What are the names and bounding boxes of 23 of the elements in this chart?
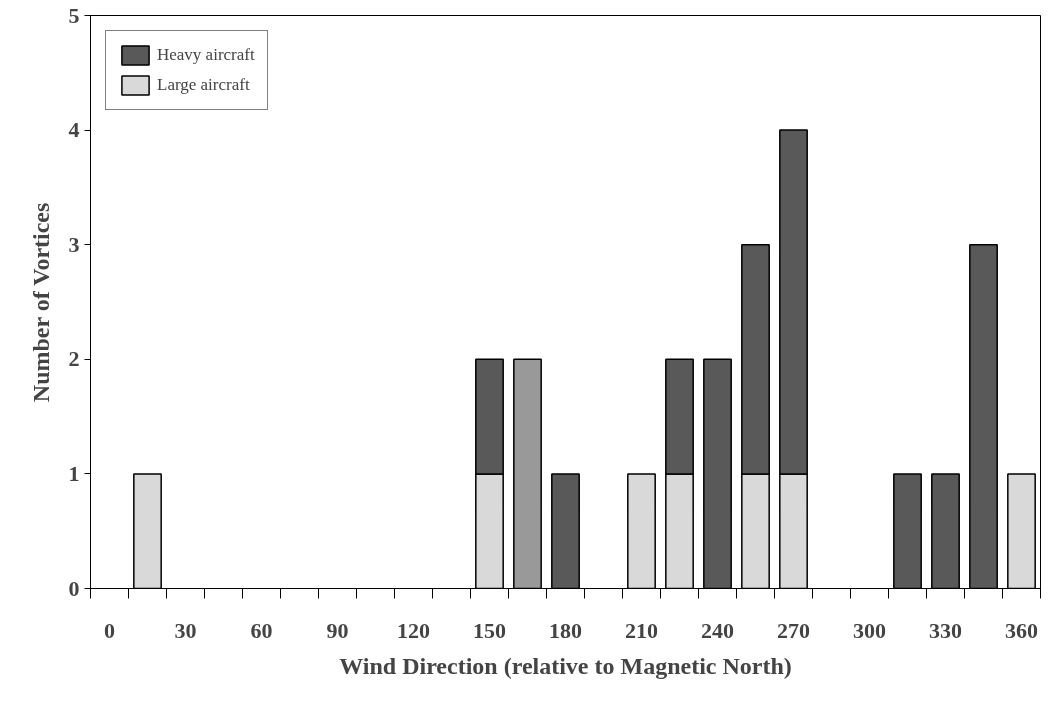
y-tick-label: 2 <box>68 346 80 372</box>
y-tick-label: 0 <box>68 575 80 601</box>
x-tick-label: 330 <box>929 617 962 643</box>
y-tick-label: 1 <box>68 460 80 486</box>
x-tick-label: 60 <box>250 617 273 643</box>
y-tick-label: 3 <box>68 231 80 257</box>
legend-label: Heavy aircraft <box>157 45 255 65</box>
x-tick-label: 30 <box>174 617 197 643</box>
x-tick-label: 0 <box>104 617 115 643</box>
x-tick-label: 120 <box>397 617 430 643</box>
x-tick-label: 90 <box>326 617 349 643</box>
x-tick-label: 300 <box>853 617 886 643</box>
x-tick-label: 180 <box>549 617 582 643</box>
y-tick-label: 5 <box>68 2 80 28</box>
x-tick-label: 210 <box>625 617 658 643</box>
x-tick-label: 270 <box>777 617 810 643</box>
x-axis-title: Wind Direction (relative to Magnetic North) <box>339 652 792 679</box>
y-axis-title: Number of Vortices <box>27 202 54 403</box>
x-tick-label: 240 <box>701 617 734 643</box>
x-tick-label: 360 <box>1005 617 1038 643</box>
legend-label: Large aircraft <box>157 75 250 95</box>
y-tick-label: 4 <box>68 117 80 143</box>
x-tick-label: 150 <box>473 617 506 643</box>
